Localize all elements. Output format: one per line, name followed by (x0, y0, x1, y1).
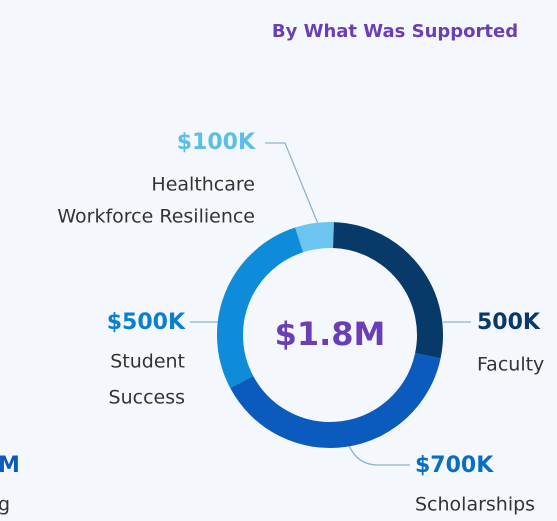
category-label: Success (109, 387, 185, 409)
clipped-label: g (0, 494, 10, 516)
value-label: $100K (177, 130, 256, 155)
category-label: Student (110, 351, 185, 373)
category-label: Scholarships (415, 494, 535, 516)
value-label: $700K (415, 453, 494, 478)
donut-segment (230, 352, 441, 448)
value-label: $500K (107, 310, 186, 335)
chart-title: By What Was Supported (272, 21, 518, 42)
center-label: $1.8M (275, 315, 386, 353)
leader-line (265, 142, 319, 225)
category-label: Workforce Resilience (57, 206, 255, 228)
clipped-label: M (0, 453, 20, 478)
value-label: 500K (477, 310, 541, 335)
donut-segment (332, 222, 443, 359)
category-label: Faculty (477, 354, 544, 376)
category-label: Healthcare (151, 174, 255, 196)
donut-segment (217, 227, 304, 389)
donut-segment (295, 222, 334, 253)
